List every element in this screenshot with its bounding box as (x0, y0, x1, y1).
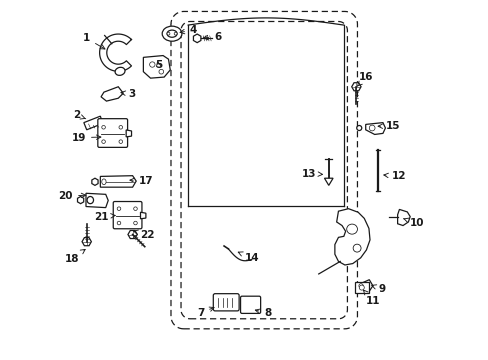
Ellipse shape (174, 32, 177, 35)
Text: 21: 21 (94, 212, 115, 221)
Polygon shape (100, 34, 131, 71)
Ellipse shape (102, 126, 105, 129)
Polygon shape (193, 34, 201, 42)
Polygon shape (83, 116, 102, 130)
Text: 11: 11 (363, 290, 380, 306)
Ellipse shape (119, 126, 122, 129)
Text: 4: 4 (180, 25, 197, 35)
Polygon shape (86, 193, 108, 208)
Ellipse shape (102, 179, 106, 185)
Ellipse shape (102, 140, 105, 143)
Ellipse shape (162, 26, 182, 41)
FancyBboxPatch shape (113, 202, 142, 229)
Text: 14: 14 (238, 252, 259, 263)
Polygon shape (143, 55, 170, 78)
Polygon shape (82, 238, 91, 246)
Polygon shape (92, 178, 98, 185)
Ellipse shape (133, 221, 137, 225)
Text: 19: 19 (71, 133, 101, 143)
Polygon shape (355, 280, 372, 291)
Text: 17: 17 (130, 176, 153, 186)
Text: 22: 22 (133, 230, 155, 239)
Polygon shape (100, 176, 136, 187)
Polygon shape (334, 209, 369, 265)
Ellipse shape (133, 207, 137, 211)
Ellipse shape (87, 197, 93, 204)
Ellipse shape (352, 244, 360, 252)
Text: 12: 12 (383, 171, 405, 181)
Polygon shape (140, 212, 145, 219)
Ellipse shape (159, 69, 163, 74)
Text: 10: 10 (403, 218, 423, 228)
Text: 8: 8 (255, 309, 271, 318)
FancyBboxPatch shape (240, 296, 260, 314)
Polygon shape (78, 197, 83, 204)
Ellipse shape (167, 32, 169, 35)
Polygon shape (128, 230, 137, 239)
Text: 18: 18 (64, 249, 85, 264)
Polygon shape (354, 282, 368, 293)
Polygon shape (101, 87, 123, 101)
Ellipse shape (119, 140, 122, 143)
Text: 16: 16 (356, 72, 373, 86)
Polygon shape (397, 210, 409, 226)
FancyBboxPatch shape (98, 119, 127, 147)
Polygon shape (365, 123, 385, 134)
Ellipse shape (167, 30, 177, 37)
Polygon shape (324, 178, 332, 185)
Ellipse shape (117, 221, 121, 225)
Text: 13: 13 (301, 168, 322, 179)
Polygon shape (126, 130, 131, 137)
Text: 1: 1 (83, 33, 105, 49)
Ellipse shape (368, 125, 374, 131)
Ellipse shape (117, 207, 121, 211)
Polygon shape (351, 83, 360, 91)
Ellipse shape (346, 224, 357, 234)
Text: 20: 20 (59, 191, 85, 201)
Text: 3: 3 (121, 89, 135, 99)
Text: 7: 7 (197, 307, 214, 318)
Text: 5: 5 (155, 60, 162, 70)
Ellipse shape (356, 126, 361, 131)
Text: 9: 9 (371, 284, 386, 294)
FancyBboxPatch shape (213, 294, 239, 311)
Ellipse shape (358, 284, 363, 288)
Text: 6: 6 (203, 32, 221, 41)
Text: 2: 2 (73, 111, 85, 121)
Text: 15: 15 (377, 121, 400, 131)
Ellipse shape (115, 67, 125, 75)
Ellipse shape (149, 62, 155, 67)
Ellipse shape (359, 285, 364, 290)
